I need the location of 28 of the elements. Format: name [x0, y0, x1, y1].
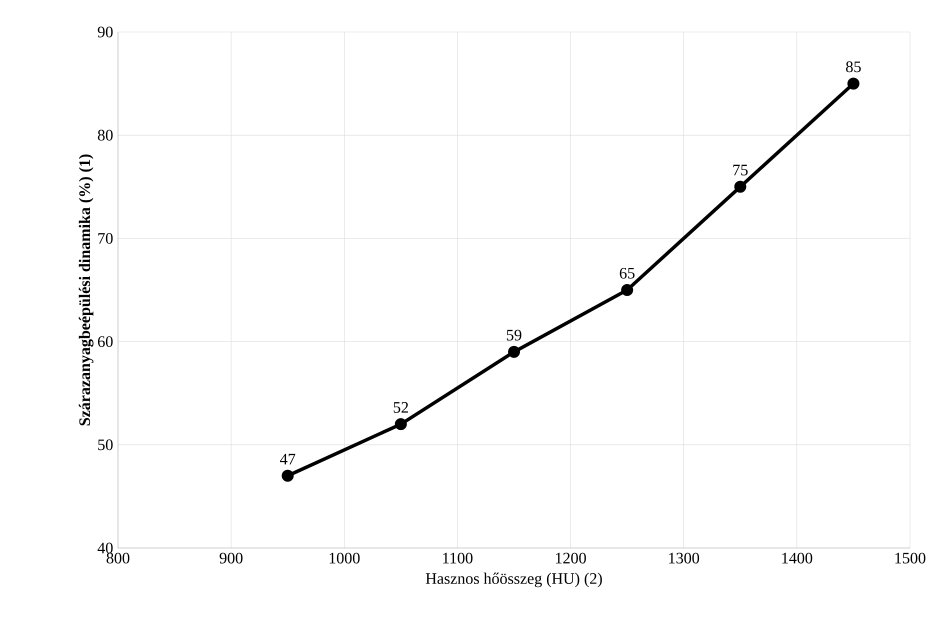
- x-tick-label: 1200: [556, 552, 586, 564]
- data-label: 75: [733, 164, 748, 176]
- x-tick-label: 1500: [895, 552, 926, 564]
- x-tick-label: 1300: [669, 552, 700, 564]
- y-tick-label: 70: [98, 233, 113, 244]
- x-tick-label: 1000: [330, 552, 360, 564]
- y-tick-label: 40: [98, 542, 113, 554]
- y-tick-label: 60: [98, 336, 113, 347]
- y-tick-label: 90: [98, 26, 113, 38]
- point: [847, 78, 860, 90]
- x-tick-label: 1100: [443, 552, 473, 564]
- data-label: 59: [506, 330, 522, 341]
- point: [282, 470, 294, 482]
- point: [621, 284, 634, 296]
- data-label: 65: [620, 268, 635, 279]
- data-label: 47: [280, 454, 296, 464]
- x-tick-label: 1400: [782, 552, 812, 564]
- data-label: 52: [394, 402, 408, 413]
- y-tick-label: 80: [98, 130, 113, 141]
- point: [394, 418, 407, 430]
- x-tick-label: 900: [220, 552, 243, 564]
- x-tick-label: 800: [106, 552, 130, 564]
- y-tick-label: 50: [98, 439, 113, 450]
- point: [734, 180, 746, 193]
- data-label: 85: [846, 61, 861, 72]
- x-axis-title: Hasznos hőösszeg (HU) (2): [426, 572, 602, 588]
- point: [508, 346, 520, 358]
- y-axis-title: Szárazanyagbeépülési dinamika (%) (1): [78, 154, 94, 426]
